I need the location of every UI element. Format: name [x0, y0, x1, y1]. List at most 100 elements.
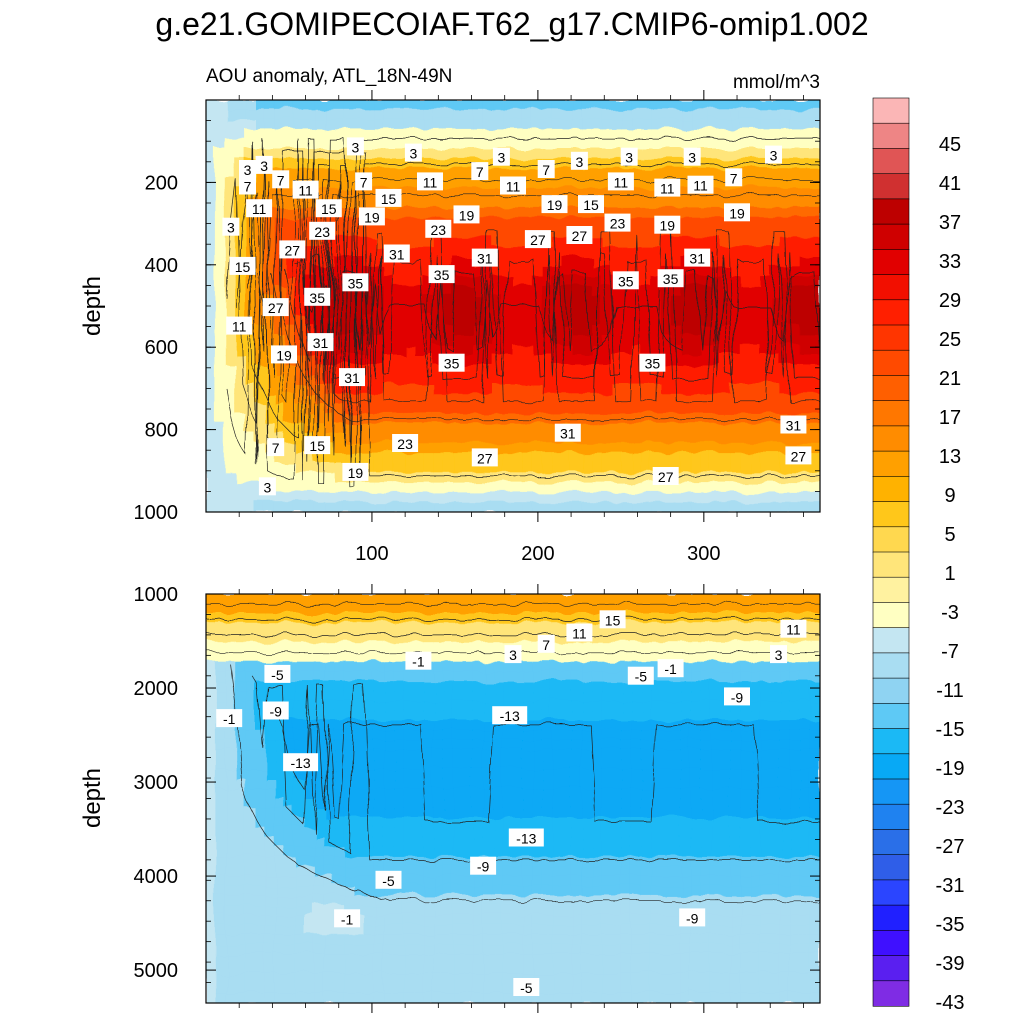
- field-cell: [710, 690, 722, 702]
- field-cell: [294, 992, 306, 1003]
- field-cell: [284, 973, 296, 985]
- field-cell: [206, 671, 217, 683]
- field-cell: [472, 305, 484, 317]
- field-cell: [532, 217, 544, 229]
- field-cell: [680, 168, 692, 180]
- field-cell: [482, 100, 494, 111]
- field-cell: [710, 119, 722, 131]
- field-cell: [393, 594, 405, 605]
- field-cell: [601, 632, 613, 644]
- field-cell: [502, 452, 514, 464]
- field-cell: [591, 256, 603, 268]
- field-cell: [690, 973, 702, 985]
- field-cell: [621, 846, 633, 858]
- field-cell: [453, 178, 465, 189]
- field-cell: [809, 403, 820, 415]
- field-cell: [512, 798, 524, 809]
- field-cell: [373, 354, 385, 366]
- field-cell: [591, 983, 603, 994]
- contour-label: 35: [657, 269, 684, 288]
- field-cell: [492, 885, 504, 897]
- field-cell: [720, 344, 732, 356]
- field-cell: [651, 759, 663, 770]
- field-cell: [680, 187, 692, 199]
- field-cell: [364, 642, 376, 654]
- field-cell: [680, 983, 692, 994]
- field-cell: [284, 895, 296, 907]
- field-cell: [720, 671, 732, 683]
- field-cell: [482, 710, 494, 722]
- field-cell: [661, 433, 673, 444]
- field-cell: [542, 798, 554, 809]
- field-cell: [433, 690, 445, 702]
- field-cell: [314, 778, 326, 790]
- field-cell: [373, 423, 385, 435]
- field-cell: [492, 501, 504, 512]
- field-cell: [601, 178, 613, 189]
- field-cell: [443, 187, 455, 199]
- field-cell: [433, 875, 445, 887]
- field-cell: [750, 285, 762, 297]
- field-cell: [433, 720, 445, 731]
- field-cell: [235, 354, 247, 366]
- field-cell: [671, 681, 683, 692]
- field-cell: [294, 953, 306, 965]
- field-cell: [552, 266, 564, 278]
- field-cell: [532, 442, 544, 454]
- field-cell: [750, 344, 762, 356]
- field-cell: [740, 119, 752, 131]
- field-cell: [255, 642, 267, 654]
- field-cell: [304, 384, 316, 395]
- field-cell: [700, 217, 712, 229]
- field-cell: [463, 384, 475, 395]
- field-cell: [690, 462, 702, 474]
- field-cell: [641, 603, 653, 615]
- field-cell: [621, 315, 633, 327]
- field-cell: [651, 119, 663, 131]
- field-cell: [373, 364, 385, 376]
- field-cell: [393, 944, 405, 955]
- field-cell: [413, 953, 425, 965]
- field-cell: [720, 305, 732, 317]
- field-cell: [760, 119, 772, 131]
- field-cell: [433, 501, 445, 512]
- field-cell: [522, 364, 534, 376]
- field-cell: [235, 227, 247, 238]
- field-cell: [403, 739, 415, 751]
- field-cell: [373, 681, 385, 692]
- field-cell: [463, 603, 475, 615]
- field-cell: [423, 413, 435, 425]
- field-cell: [690, 305, 702, 317]
- field-cell: [611, 442, 623, 454]
- field-cell: [255, 354, 267, 366]
- field-cell: [413, 384, 425, 395]
- field-cell: [373, 759, 385, 770]
- field-cell: [255, 187, 267, 199]
- field-cell: [235, 295, 247, 307]
- field-cell: [482, 315, 494, 327]
- field-cell: [383, 778, 395, 790]
- field-cell: [453, 661, 465, 673]
- field-cell: [512, 768, 524, 780]
- field-cell: [651, 491, 663, 503]
- field-cell: [789, 256, 801, 268]
- field-cell: [472, 482, 484, 494]
- field-cell: [453, 119, 465, 131]
- field-cell: [304, 866, 316, 878]
- field-cell: [542, 603, 554, 615]
- field-cell: [492, 413, 504, 425]
- field-cell: [671, 866, 683, 878]
- field-cell: [334, 837, 346, 848]
- field-cell: [581, 983, 593, 994]
- field-cell: [364, 236, 376, 248]
- field-cell: [750, 433, 762, 444]
- field-cell: [730, 462, 742, 474]
- field-cell: [274, 953, 286, 965]
- field-cell: [225, 119, 237, 131]
- field-cell: [522, 207, 534, 219]
- field-cell: [373, 482, 385, 494]
- field-cell: [472, 100, 484, 111]
- field-cell: [621, 983, 633, 994]
- field-cell: [661, 992, 673, 1003]
- field-cell: [206, 720, 217, 731]
